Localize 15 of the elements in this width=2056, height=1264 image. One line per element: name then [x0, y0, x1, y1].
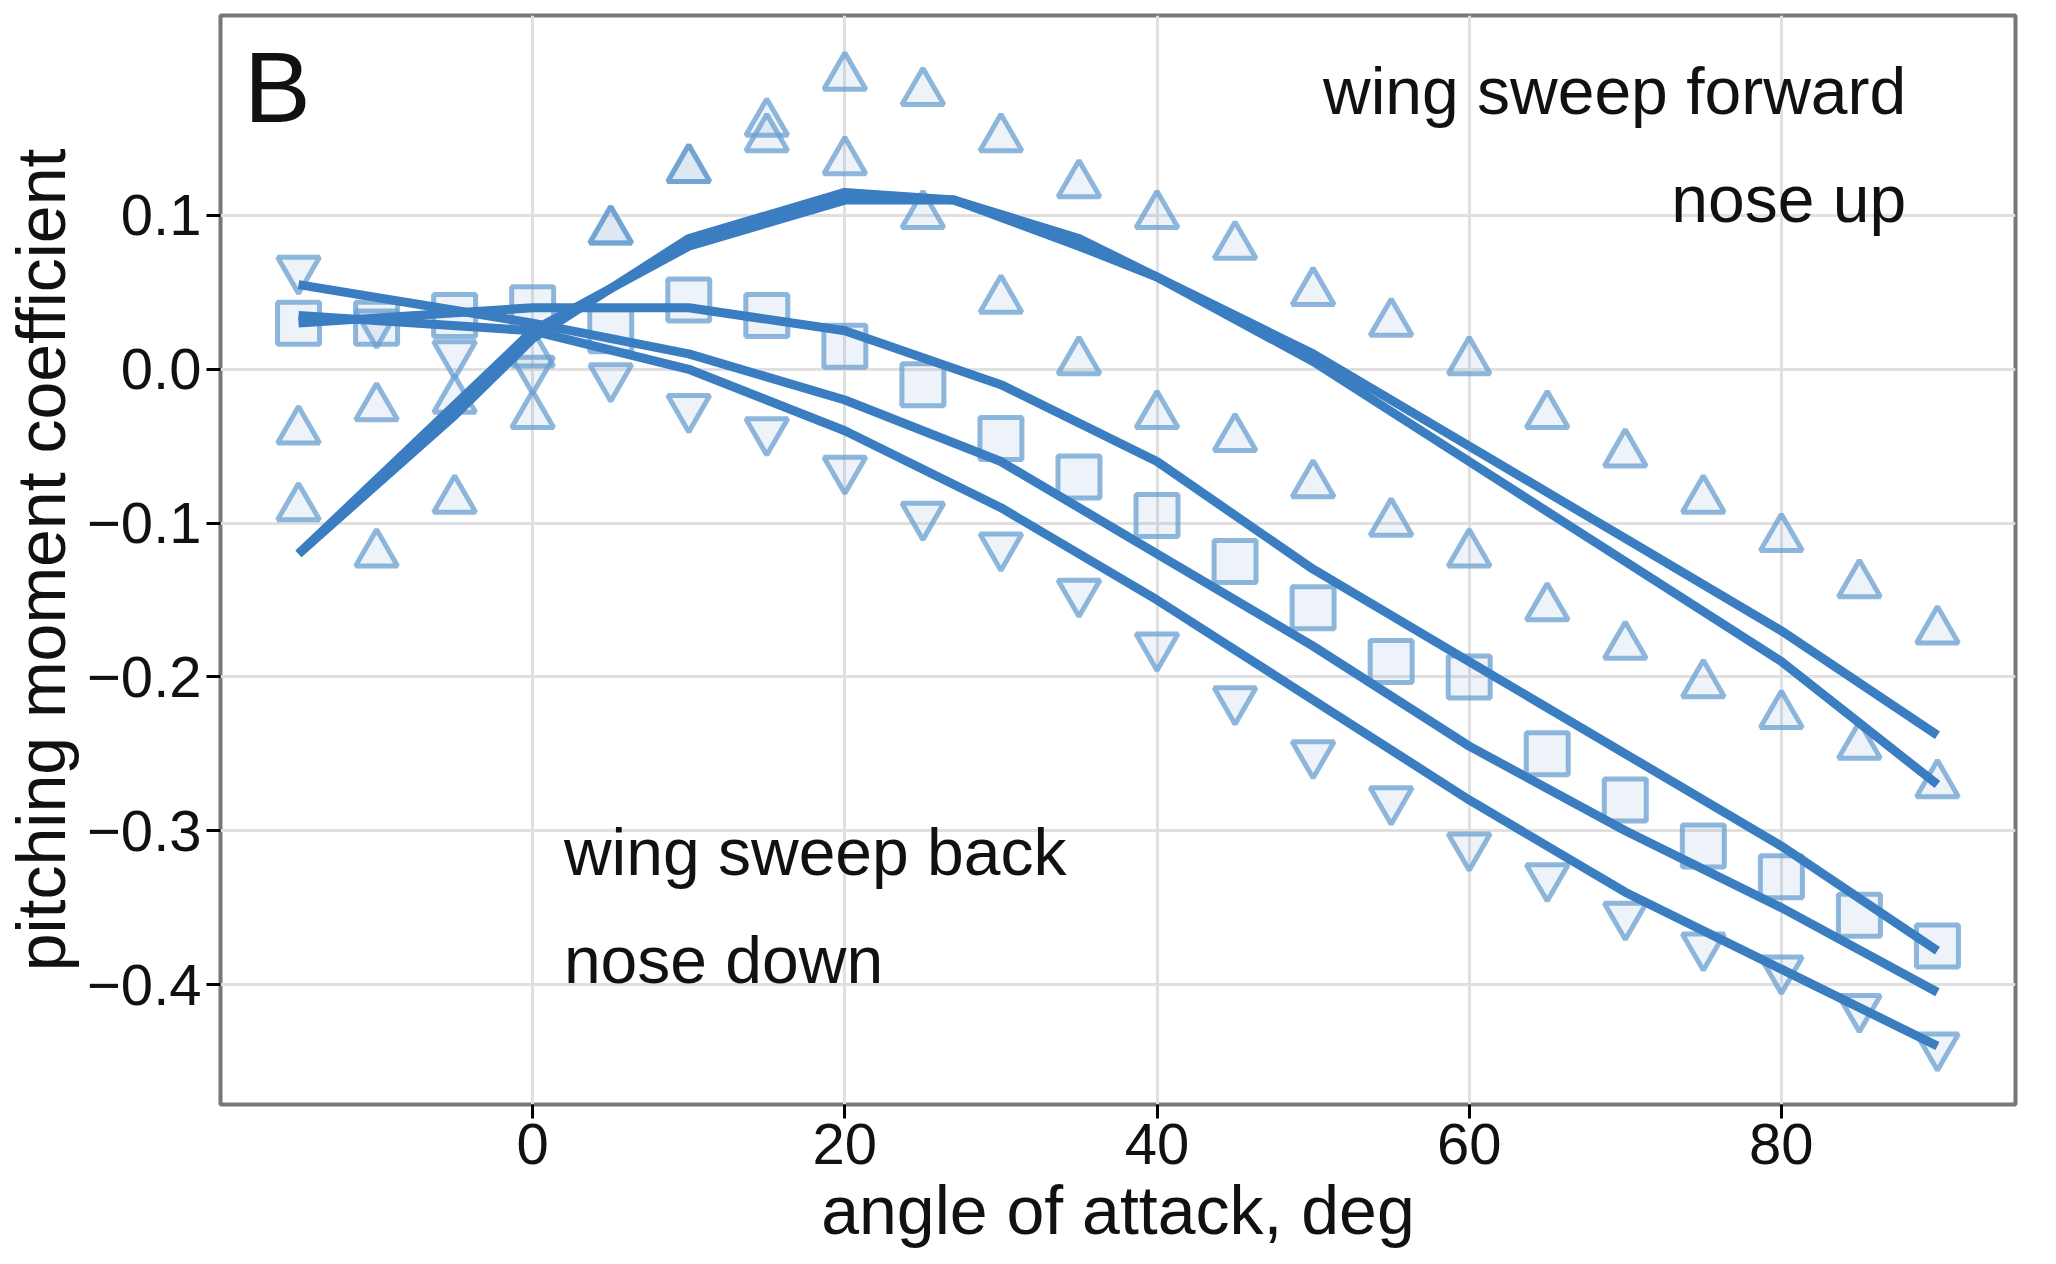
x-tick-label: 0: [516, 1110, 549, 1176]
y-tick-label: 0.1: [120, 182, 202, 248]
annotation: nose up: [1671, 161, 1907, 236]
y-tick-label: −0.4: [87, 951, 202, 1017]
annotation: B: [243, 30, 311, 143]
y-tick-label: −0.1: [87, 490, 202, 556]
y-axis-title: pitching moment coefficient: [3, 148, 79, 972]
annotation: wing sweep back: [562, 815, 1068, 890]
annotation: wing sweep forward: [1321, 53, 1907, 128]
y-tick-label: 0.0: [120, 336, 202, 402]
x-tick-label: 80: [1749, 1110, 1814, 1176]
x-tick-label: 60: [1436, 1110, 1502, 1176]
y-tick-label: −0.3: [87, 797, 202, 863]
y-tick-label: −0.2: [87, 643, 202, 709]
annotation: nose down: [563, 923, 884, 997]
